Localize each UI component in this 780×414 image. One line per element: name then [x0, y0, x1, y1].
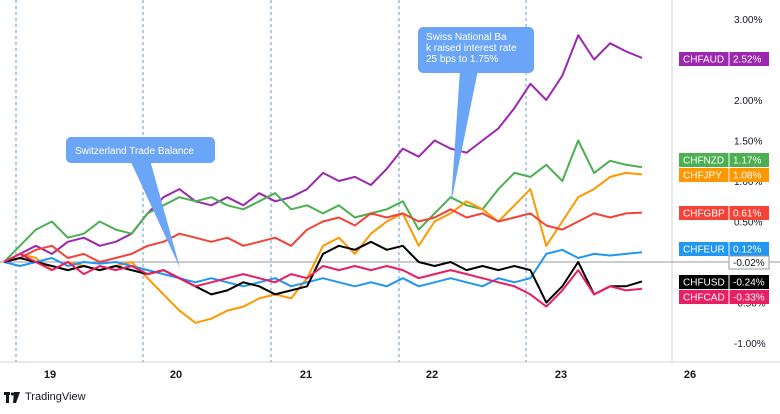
series-line-chfaud	[3, 34, 643, 263]
badge-value-bg	[729, 206, 769, 220]
y-tick-label: 1.00%	[734, 177, 762, 188]
badge-chfaud: CHFAUD 2.52%	[679, 52, 769, 66]
badge-series-name: CHFEUR	[683, 245, 725, 256]
badge-name-bg	[679, 168, 729, 182]
y-tick-label: 3.00%	[734, 15, 762, 26]
callout-box	[66, 137, 215, 163]
badge-value-bg	[729, 168, 769, 182]
badge-chfjpy: CHFJPY 1.08%	[679, 168, 769, 182]
badge-chfeur: CHFEUR 0.12%	[679, 242, 769, 256]
badge-series-name: CHFAUD	[683, 55, 724, 66]
badge-value: 2.52%	[733, 55, 761, 66]
badge-series-name: CHFNZD	[683, 156, 724, 167]
badge-series-name: CHFCAD	[683, 293, 725, 304]
tradingview-logo: TradingView	[4, 391, 86, 403]
y-tick-label: 2.00%	[734, 96, 762, 107]
callout-trade-balance: Switzerland Trade Balance	[66, 137, 215, 268]
badge-name-bg	[679, 242, 729, 256]
x-tick-label: 21	[300, 369, 312, 381]
badge-chfusd: CHFUSD -0.24%	[679, 275, 769, 289]
badge-name-bg	[679, 290, 729, 304]
y-tick-label: 0.50%	[734, 218, 762, 229]
badge-value-bg	[729, 153, 769, 167]
series-line-chfnzd	[3, 139, 643, 263]
x-tick-label: 22	[426, 369, 438, 381]
badge-series-name: CHFUSD	[683, 278, 725, 289]
series-line-chfcad	[3, 252, 643, 308]
badge-value: -0.33%	[733, 293, 765, 304]
reference-value: -0.02%	[733, 258, 765, 269]
tradingview-icon	[4, 391, 20, 403]
x-tick-label: 19	[44, 369, 56, 381]
annotation-text: Switzerland Trade Balance	[75, 146, 194, 157]
badge-name-bg	[679, 275, 729, 289]
badge-value-bg	[729, 290, 769, 304]
badge-value-bg	[729, 275, 769, 289]
annotation-text: Swiss National Ba k raised interest rate…	[426, 32, 519, 65]
badge-chfcad: CHFCAD -0.33%	[679, 290, 769, 304]
badge-value: 1.08%	[733, 171, 761, 182]
badge-value: 1.17%	[733, 156, 761, 167]
badge-reference: -0.02%	[728, 255, 770, 270]
brand-name: TradingView	[25, 391, 86, 403]
x-axis-ticks: 19 20 21 22 23 26	[44, 369, 696, 381]
series-lines	[3, 34, 643, 324]
badge-value: 0.61%	[733, 209, 761, 220]
y-tick-label: -1.00%	[734, 339, 766, 350]
series-badges: CHFAUD 2.52% CHFNZD 1.17% CHFJPY 1.08% CHFGBP 0…	[679, 52, 770, 304]
badge-series-name: CHFJPY	[683, 171, 722, 182]
x-tick-label: 20	[170, 369, 182, 381]
badge-value: 0.12%	[733, 245, 761, 256]
badge-name-bg	[679, 206, 729, 220]
badge-name-bg	[679, 52, 729, 66]
badge-value-bg	[729, 52, 769, 66]
badge-chfnzd: CHFNZD 1.17%	[679, 153, 769, 167]
callout-box	[418, 27, 534, 73]
badge-series-name: CHFGBP	[683, 209, 725, 220]
series-line-chfusd	[3, 240, 643, 304]
badge-chfgbp: CHFGBP 0.61%	[679, 206, 769, 220]
x-tick-label: 23	[555, 369, 567, 381]
callout-pointer	[451, 70, 478, 203]
callout-pointer	[130, 160, 180, 268]
y-tick-label: 1.50%	[734, 137, 762, 148]
series-line-chfgbp	[3, 208, 643, 263]
series-line-chfeur	[3, 248, 643, 288]
badge-value-bg	[729, 242, 769, 256]
callout-snb: Swiss National Ba k raised interest rate…	[418, 27, 534, 203]
badge-value: -0.24%	[733, 278, 765, 289]
x-tick-label: 26	[684, 369, 696, 381]
badge-name-bg	[679, 153, 729, 167]
